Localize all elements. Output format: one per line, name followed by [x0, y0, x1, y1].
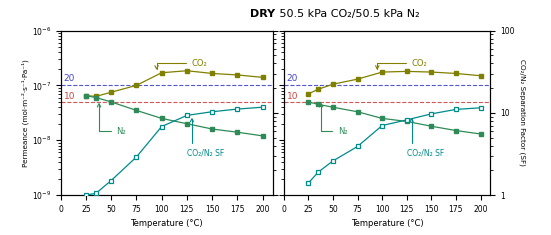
Text: 20: 20 — [63, 74, 75, 83]
Text: 50.5 kPa CO₂/50.5 kPa N₂: 50.5 kPa CO₂/50.5 kPa N₂ — [276, 9, 419, 20]
Text: CO₂: CO₂ — [155, 59, 208, 69]
Text: N₂: N₂ — [98, 104, 126, 136]
Text: DRY: DRY — [250, 9, 276, 20]
Text: CO₂/N₂ SF: CO₂/N₂ SF — [407, 119, 444, 158]
Y-axis label: CO₂/N₂ Separation Factor (SF): CO₂/N₂ Separation Factor (SF) — [519, 59, 526, 166]
X-axis label: Temperature (°C): Temperature (°C) — [351, 219, 423, 228]
X-axis label: Temperature (°C): Temperature (°C) — [131, 219, 203, 228]
Text: CO₂/N₂ SF: CO₂/N₂ SF — [187, 119, 224, 158]
Text: 20: 20 — [287, 74, 298, 83]
Y-axis label: Permeance (mol·m⁻²·s⁻¹·Pa⁻¹): Permeance (mol·m⁻²·s⁻¹·Pa⁻¹) — [21, 59, 29, 167]
Text: 10: 10 — [63, 92, 75, 101]
Text: N₂: N₂ — [320, 104, 348, 136]
Text: CO₂: CO₂ — [376, 59, 428, 69]
Text: 10: 10 — [287, 92, 298, 101]
